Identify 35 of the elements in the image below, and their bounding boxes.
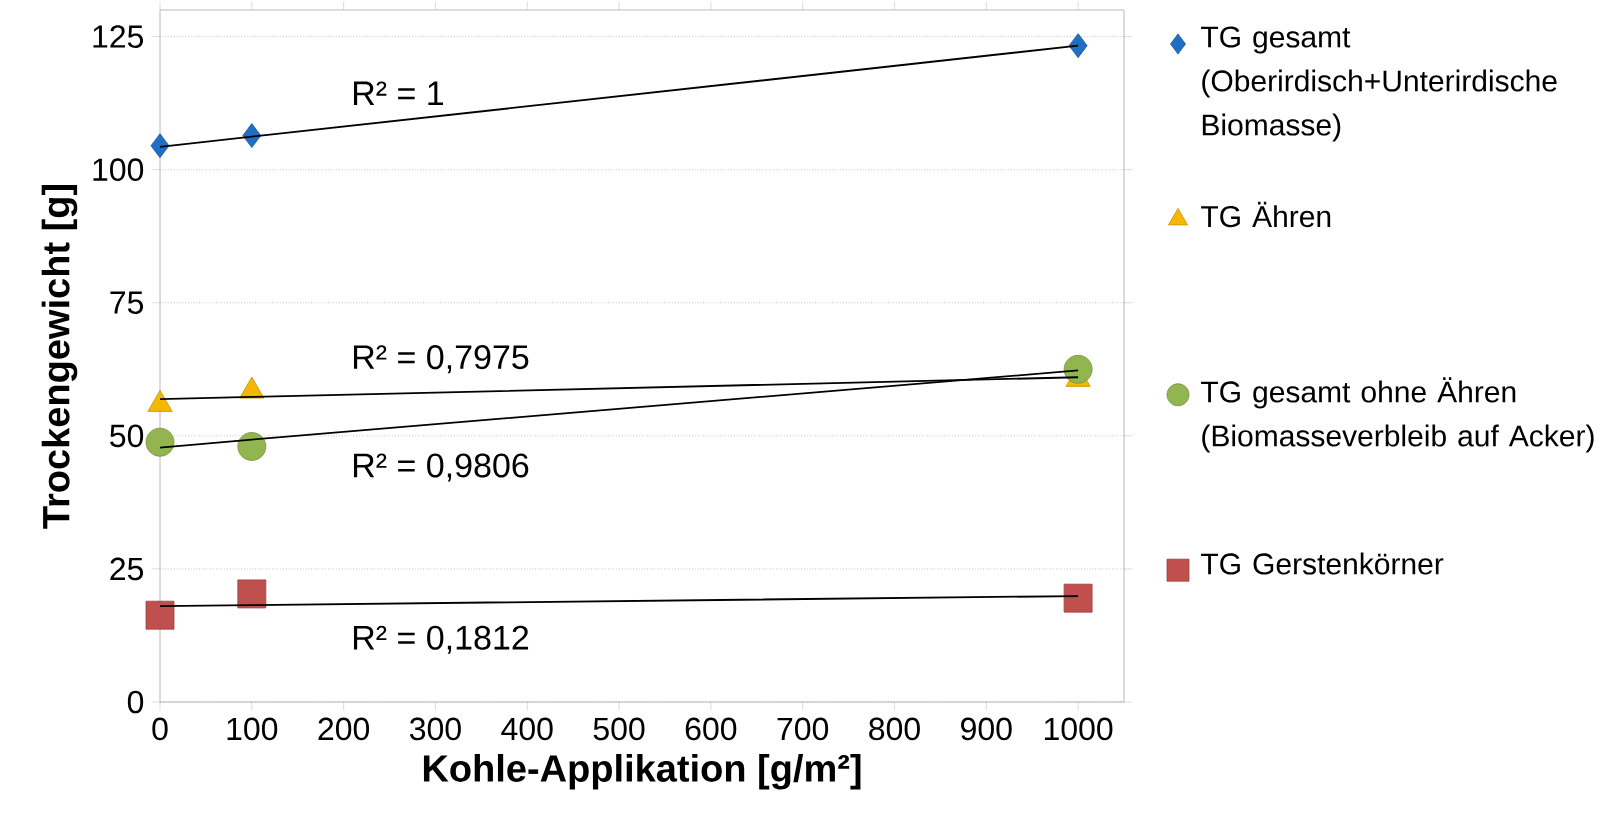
point — [150, 133, 170, 159]
point — [145, 600, 175, 630]
y-tick-label: 75 — [110, 291, 144, 314]
point — [237, 579, 267, 609]
point — [1063, 583, 1093, 613]
point — [237, 432, 267, 461]
legend-label: TG gesamt ohne Ähren (Biomasseverbleib auf Acker) — [1201, 377, 1594, 453]
x-tick-label: 700 — [777, 717, 829, 741]
annotation: R² = 0,9806 — [353, 453, 529, 482]
x-tick-label: 400 — [501, 717, 553, 741]
x-axis-title: Kohle-Applikation [g/m²] — [423, 753, 861, 790]
x-tick-label: 0 — [152, 717, 168, 741]
x-tick-label: 200 — [318, 717, 370, 741]
y-tick-label: 100 — [93, 158, 144, 181]
legend-label: TG gesamt (Oberirdisch+Unterirdische Biomasse) — [1201, 26, 1557, 142]
x-tick-label: 100 — [227, 717, 278, 741]
x-tick-label: 1000 — [1044, 717, 1113, 741]
y-tick-label: 25 — [110, 557, 144, 581]
y-tick-label: 0 — [127, 690, 144, 714]
legend-label: TG Gerstenkörner — [1201, 552, 1444, 575]
legend-label: TG Ähren — [1201, 201, 1331, 228]
y-axis-title: Trockengewicht [g] — [41, 185, 78, 529]
point — [1068, 33, 1088, 59]
y-tick-label: 125 — [93, 25, 144, 48]
x-tick-label: 900 — [961, 717, 1012, 741]
annotation: R² = 1 — [353, 81, 444, 105]
point — [1063, 354, 1093, 384]
x-tick-label: 800 — [869, 717, 920, 741]
point — [145, 427, 175, 457]
x-tick-label: 600 — [685, 717, 737, 741]
x-tick-label: 300 — [409, 717, 461, 741]
annotation: R² = 0,1812 — [353, 625, 529, 654]
annotation: R² = 0,7975 — [353, 345, 529, 374]
x-tick-label: 500 — [593, 717, 645, 741]
y-tick-label: 50 — [110, 424, 144, 448]
